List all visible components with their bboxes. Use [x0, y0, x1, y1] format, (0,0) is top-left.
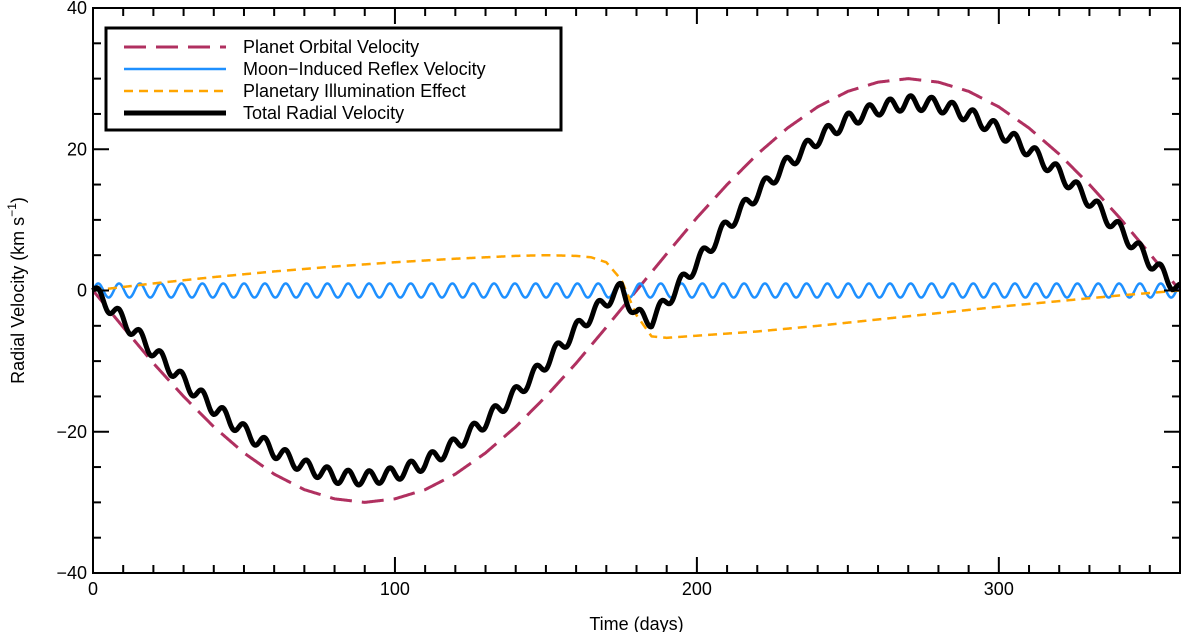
series-line-planet-orbital-velocity: [91, 77, 1182, 504]
y-axis-label: Radial Velocity (km s−1): [5, 197, 28, 384]
x-tick-label: 100: [380, 579, 410, 599]
legend-label: Total Radial Velocity: [243, 103, 404, 123]
plot-lines: [91, 77, 1182, 504]
series-line-total-radial-velocity: [91, 93, 1182, 488]
y-tick-label: −20: [56, 422, 87, 442]
series-line-planetary-illumination-effect: [92, 253, 1181, 340]
tick-labels: 0 100 200 300 −40 −20 0 20 40: [56, 0, 1013, 599]
axis-ticks: [92, 7, 1181, 574]
y-tick-label: 40: [67, 0, 87, 18]
x-tick-label: 200: [682, 579, 712, 599]
x-tick-label: 300: [984, 579, 1014, 599]
y-axis-label-main: Radial Velocity (km s: [8, 217, 28, 384]
y-axis-label-superscript: −1: [5, 203, 19, 217]
legend-label: Moon−Induced Reflex Velocity: [243, 59, 486, 79]
x-axis-label: Time (days): [589, 614, 683, 632]
y-tick-label: 0: [77, 281, 87, 301]
x-tick-label: 0: [88, 579, 98, 599]
legend-label: Planet Orbital Velocity: [243, 37, 419, 57]
y-tick-label: 20: [67, 139, 87, 159]
y-tick-label: −40: [56, 563, 87, 583]
legend-label: Planetary Illumination Effect: [243, 81, 466, 101]
series-line-moon-induced-reflex-velocity: [91, 282, 1181, 299]
y-axis-label-close: ): [8, 197, 28, 203]
